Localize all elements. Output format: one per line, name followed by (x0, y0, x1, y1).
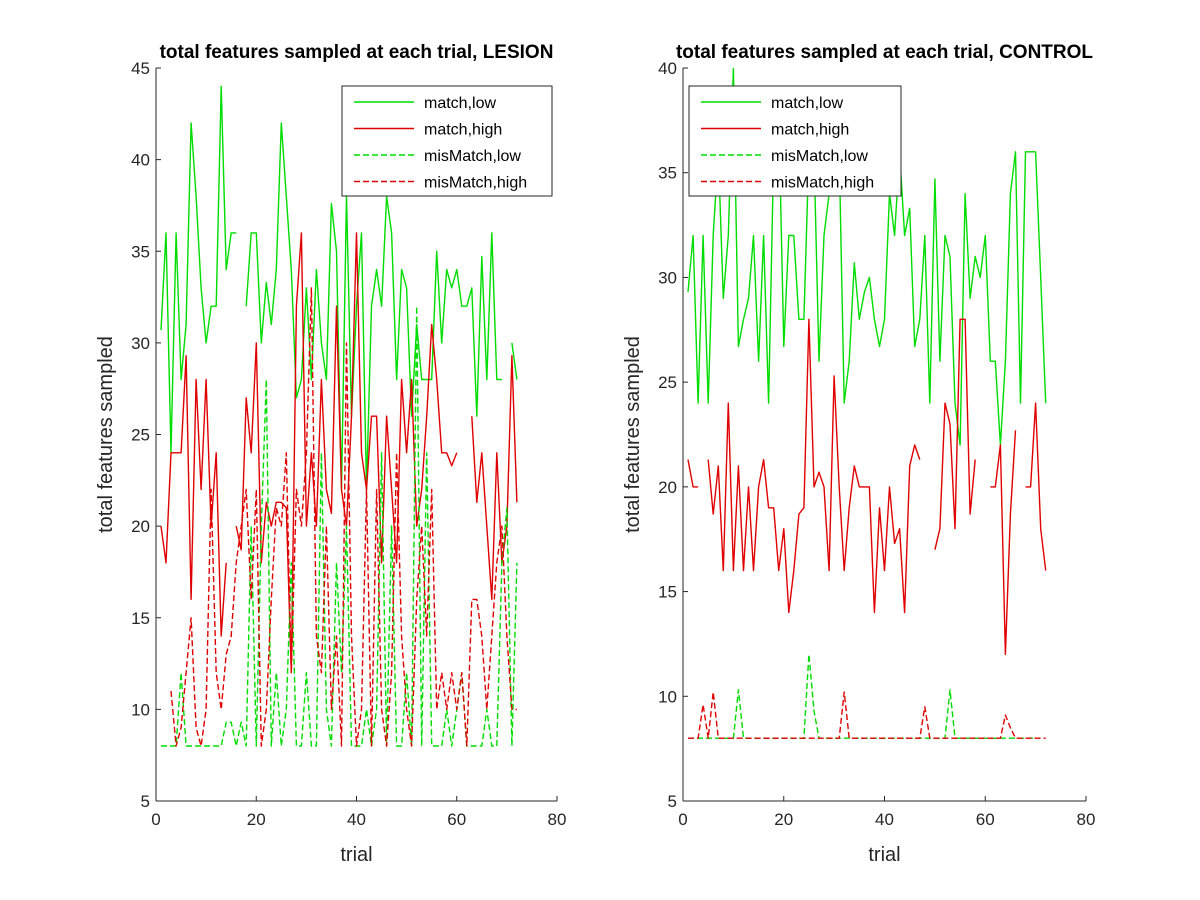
y-tick-label: 5 (141, 792, 150, 811)
plot-area (687, 68, 1047, 739)
plot-area (160, 85, 518, 747)
y-tick-label: 30 (131, 334, 150, 353)
x-tick-label: 20 (247, 810, 266, 829)
y-tick-label: 20 (131, 517, 150, 536)
y-tick-label: 45 (131, 59, 150, 78)
x-tick-label: 40 (347, 810, 366, 829)
x-tick-label: 0 (678, 810, 687, 829)
legend-label: match,low (424, 95, 496, 112)
legend-label: misMatch,high (771, 175, 874, 192)
x-axis-label: trial (868, 844, 900, 866)
x-tick-label: 80 (1077, 810, 1096, 829)
y-tick-label: 10 (131, 700, 150, 719)
y-tick-label: 40 (658, 59, 677, 78)
series-line-match-high (687, 318, 1047, 656)
y-tick-label: 15 (131, 609, 150, 628)
y-tick-label: 15 (658, 583, 677, 602)
x-tick-label: 80 (548, 810, 567, 829)
legend-label: misMatch,low (771, 148, 868, 165)
y-axis-label: total features sampled (622, 336, 644, 533)
legend-label: match,low (771, 95, 843, 112)
y-tick-label: 35 (131, 242, 150, 261)
legend-label: misMatch,low (424, 148, 521, 165)
y-tick-label: 25 (658, 373, 677, 392)
y-tick-label: 35 (658, 164, 677, 183)
chart-title: total features sampled at each trial, LE… (160, 42, 554, 63)
series-line-match-low (160, 85, 518, 491)
legend-label: match,high (424, 122, 502, 139)
legend-box (688, 85, 902, 197)
control-panel: 5 10 15 20 25 30 35 40 0 20 40 60 80 total features s… (622, 42, 1095, 866)
y-tick-label: 5 (668, 792, 677, 811)
legend: match,low match,high misMatch,low misMatch,… (341, 85, 553, 197)
y-tick-label: 25 (131, 426, 150, 445)
legend-label: misMatch,high (424, 175, 527, 192)
legend: match,low match,high misMatch,low misMatch,… (688, 85, 902, 197)
y-tick-label: 30 (658, 268, 677, 287)
x-axis-label: trial (340, 844, 372, 866)
y-tick-label: 10 (658, 687, 677, 706)
y-tick-label: 20 (658, 478, 677, 497)
series-line-mismatch-high (688, 691, 1046, 739)
x-tick-label: 60 (976, 810, 995, 829)
chart-title: total features sampled at each trial, CO… (676, 42, 1093, 63)
y-tick-label: 40 (131, 151, 150, 170)
lesion-panel: 5 10 15 20 25 30 35 40 45 0 20 40 60 80 total features… (95, 42, 566, 866)
x-tick-label: 0 (151, 810, 160, 829)
series-line-match-low (687, 68, 1047, 446)
x-tick-label: 40 (875, 810, 894, 829)
legend-label: match,high (771, 122, 849, 139)
x-tick-label: 20 (774, 810, 793, 829)
x-tick-label: 60 (447, 810, 466, 829)
y-axis-label: total features sampled (95, 336, 117, 533)
series-line-mismatch-high (170, 287, 517, 747)
legend-box (341, 85, 553, 197)
